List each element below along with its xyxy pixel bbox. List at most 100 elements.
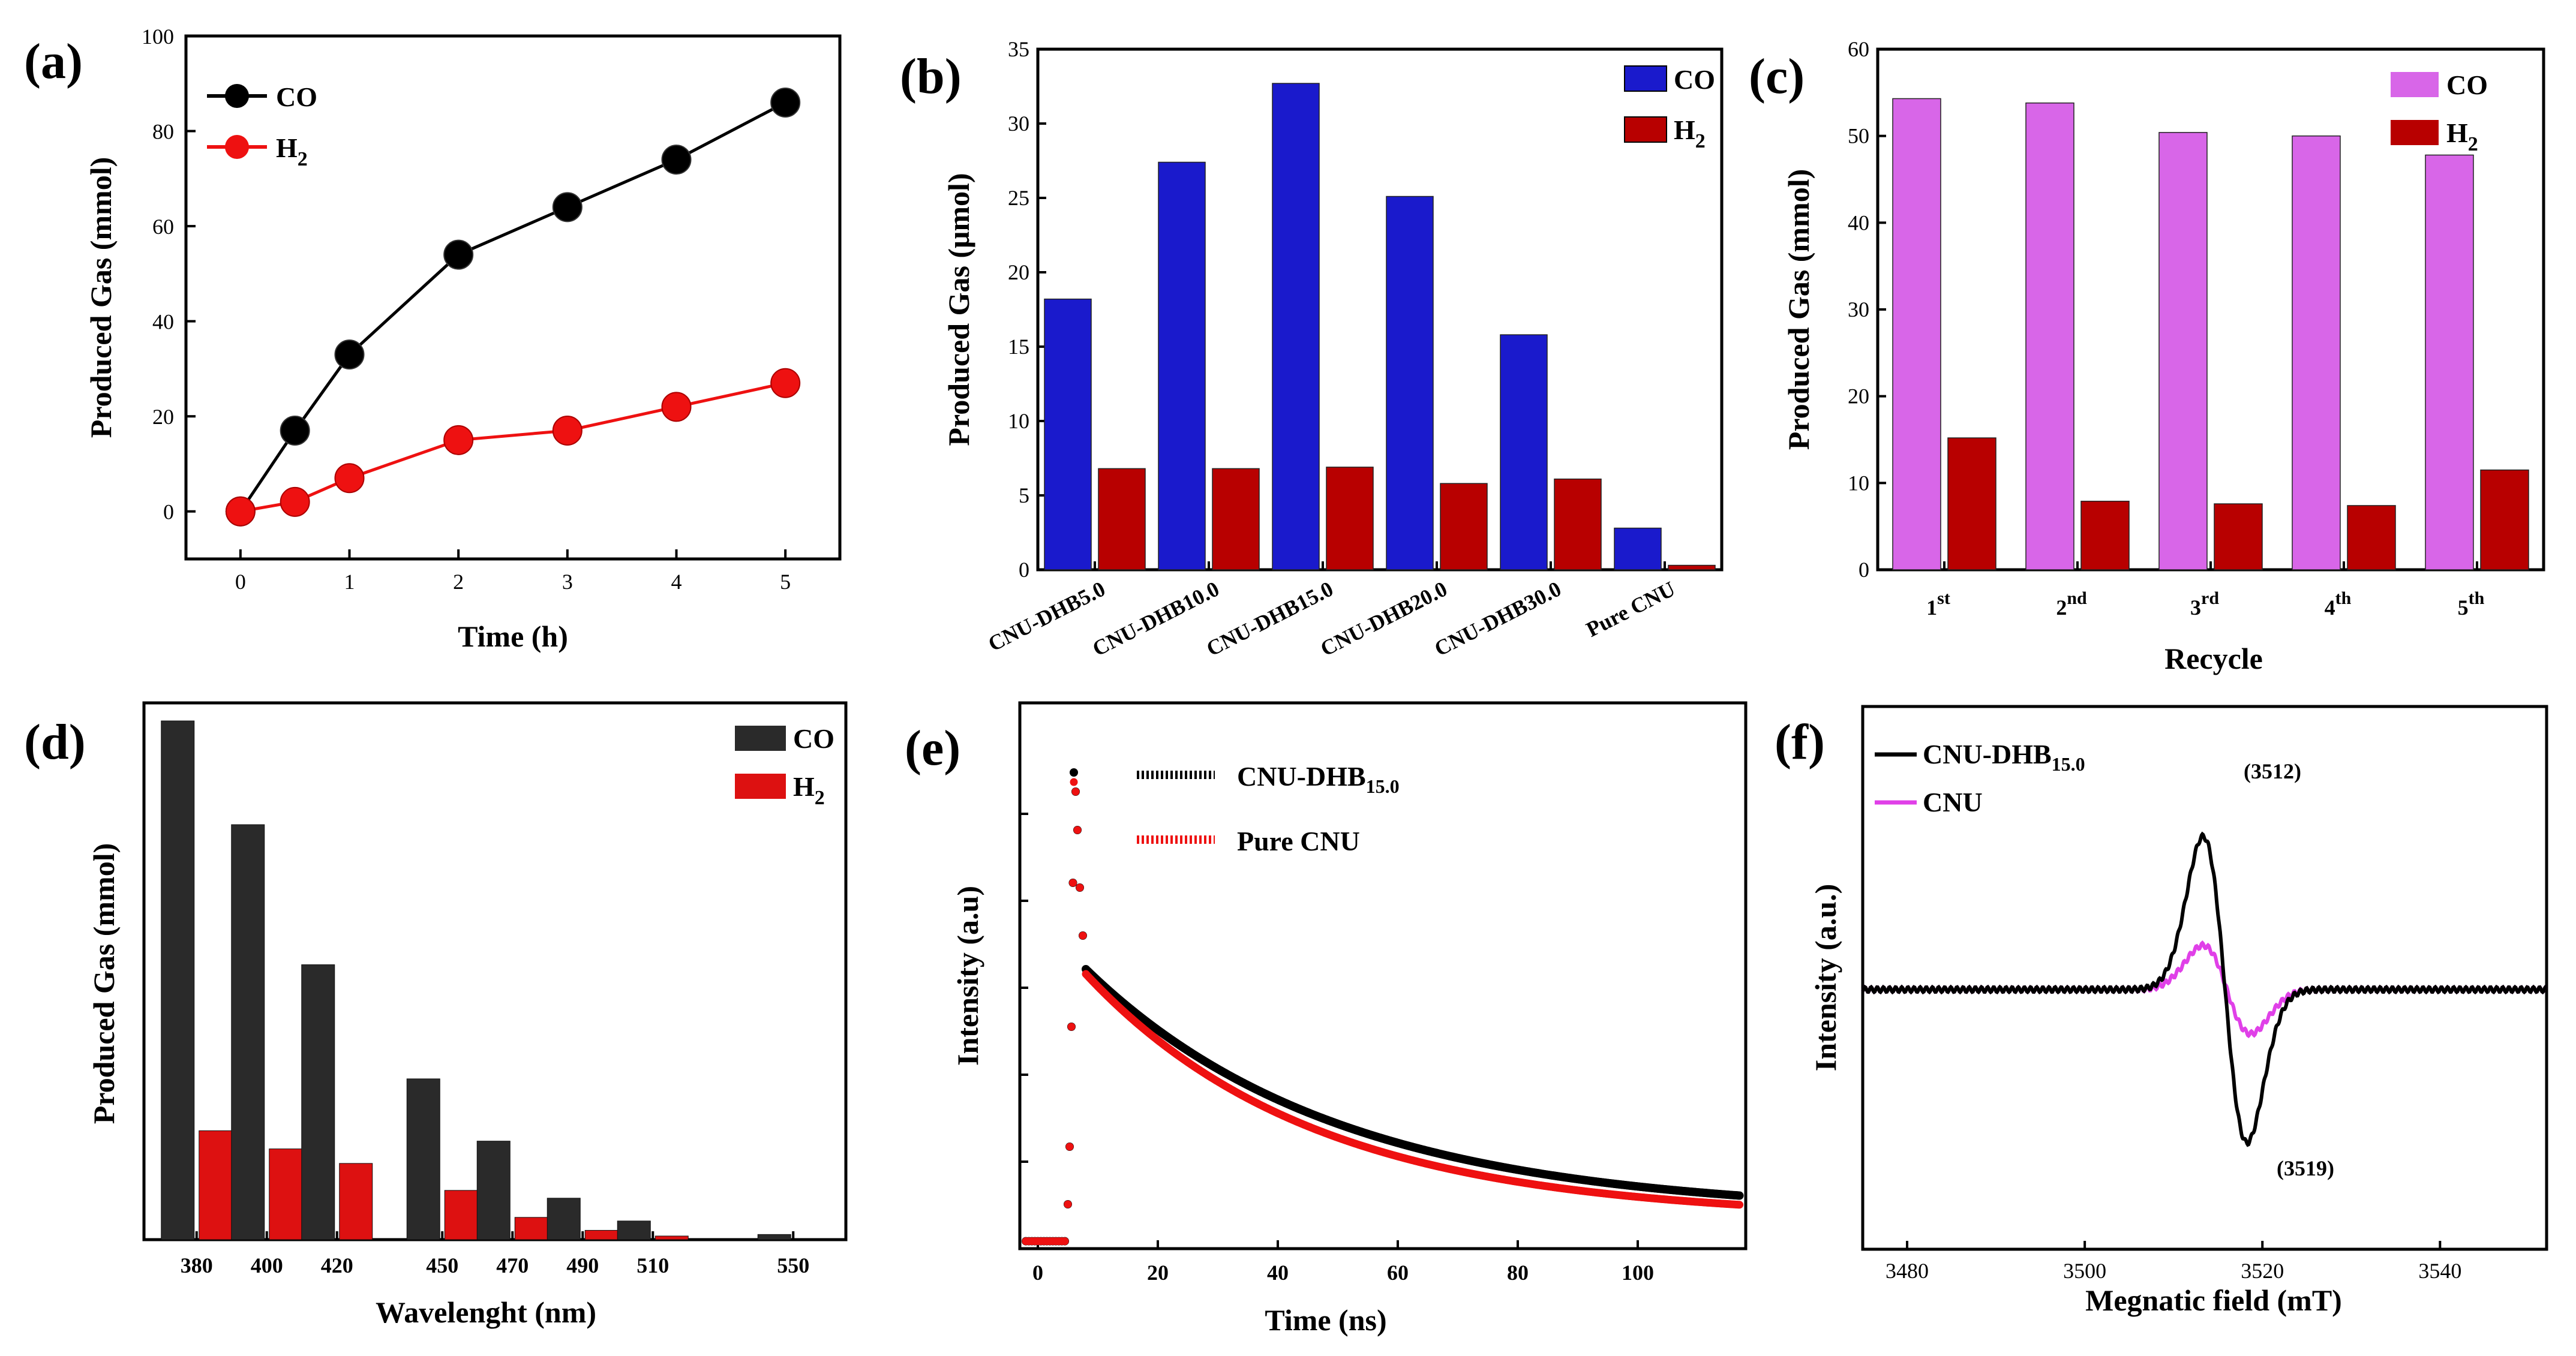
y-tick-label: 60 <box>1848 37 1869 61</box>
x-tick-label: 2 <box>453 570 464 594</box>
panel-d-ylabel: Produced Gas (mmol) <box>87 843 121 1124</box>
data-point <box>280 486 310 517</box>
panel-c: (c) 0 10 20 30 40 50 60 1st 2nd 3rd 4th 5th CO H2 R… <box>1749 37 2545 675</box>
y-tick-label: 15 <box>1008 335 1029 359</box>
y-tick-label: 0 <box>163 500 174 524</box>
bar-co <box>476 1141 511 1240</box>
bar-co <box>406 1078 440 1240</box>
x-tick-label: 40 <box>1267 1261 1289 1285</box>
legend-co-marker <box>225 84 249 108</box>
y-tick-label: 10 <box>1008 409 1029 433</box>
bar-h2 <box>2480 469 2529 570</box>
data-point <box>443 239 474 270</box>
data-point-pure-cnu <box>1061 1237 1069 1246</box>
bar-h2 <box>1947 437 1996 570</box>
panel-f-xlabel: Megnatic field (mT) <box>2085 1283 2342 1317</box>
panel-a-frame <box>184 34 842 561</box>
legend-co-swatch <box>735 726 786 751</box>
y-tick-label: 50 <box>1848 124 1869 148</box>
panel-d-ticks: 380 400 420 450 470 490 510 550 <box>181 1231 809 1277</box>
legend-h2-swatch <box>1624 116 1667 143</box>
data-point <box>770 368 801 398</box>
bar-co <box>1158 161 1206 570</box>
y-tick-label: 20 <box>152 405 174 429</box>
panel-b-label: (b) <box>900 49 962 104</box>
data-point-cnu-dhb <box>1735 1191 1744 1200</box>
legend-h2-label: H2 <box>2446 118 2478 155</box>
bar-h2 <box>2214 503 2263 570</box>
bar-h2 <box>1554 478 1602 570</box>
series-line <box>240 381 786 513</box>
x-tick-label: 80 <box>1507 1261 1529 1285</box>
data-point <box>334 463 365 494</box>
panel-f-ticks: 3480 3500 3520 3540 <box>1886 1241 2461 1283</box>
panel-e-ticks: 0 20 40 60 80 100 <box>1020 813 1654 1285</box>
panel-a-series <box>225 87 801 527</box>
y-tick-label: 30 <box>1848 297 1869 321</box>
data-point-pure-cnu <box>1067 1023 1076 1031</box>
panel-c-xlabel: Recycle <box>2164 642 2263 675</box>
legend-cnu-dhb-label: CNU-DHB15.0 <box>1923 739 2085 775</box>
bar-co <box>2292 135 2341 570</box>
panel-f-ylabel: Intensity (a.u.) <box>1809 884 1842 1072</box>
data-point-pure-cnu <box>1736 1201 1744 1209</box>
bar-co <box>1614 527 1662 570</box>
panel-d-bars <box>161 720 791 1240</box>
y-tick-label: 20 <box>1008 260 1029 284</box>
bar-co <box>301 964 335 1240</box>
x-tick-label: 1st <box>1926 588 1950 620</box>
panel-b-bars <box>1044 83 1716 570</box>
panel-a-legend: CO H2 <box>207 82 317 170</box>
panel-b: (b) 05101520253035CNU-DHB5.0CNU-DHB10.0C… <box>900 37 1724 661</box>
series-line <box>239 101 786 513</box>
x-tick-label: 5th <box>2458 588 2485 620</box>
x-tick-label: 2nd <box>2056 588 2087 620</box>
panel-e-legend: CNU-DHB15.0 Pure CNU <box>1137 761 1400 856</box>
bar-h2 <box>1098 468 1146 570</box>
x-tick-label: 510 <box>637 1253 669 1277</box>
bar-co <box>2158 132 2208 570</box>
panel-c-legend: CO H2 <box>2391 70 2488 155</box>
bar-h2 <box>199 1130 233 1240</box>
x-tick-label: 20 <box>1147 1261 1169 1285</box>
data-point-pure-cnu <box>1079 931 1087 940</box>
panel-c-ticks: 0 10 20 30 40 50 60 1st 2nd 3rd 4th 5th <box>1848 37 2485 620</box>
data-point <box>443 425 474 455</box>
panel-a: (a) 0 1 2 3 4 5 0 20 40 60 80 100 CO H2 Time (h) Pr… <box>24 25 842 653</box>
bar-h2 <box>584 1229 619 1240</box>
x-tick-label: 100 <box>1622 1261 1654 1285</box>
data-point <box>661 392 692 422</box>
bar-co <box>1386 196 1434 570</box>
y-tick-label: 5 <box>1019 483 1029 507</box>
epr-curve-cnu-dhb <box>1861 831 2547 1147</box>
panel-c-bars <box>1892 98 2529 570</box>
x-tick-label: CNU-DHB20.0 <box>1317 576 1451 661</box>
x-tick-label: 490 <box>566 1253 599 1277</box>
legend-co-swatch <box>1624 65 1667 92</box>
x-tick-label: 3520 <box>2241 1259 2284 1283</box>
panel-e-xlabel: Time (ns) <box>1265 1303 1386 1337</box>
x-tick-label: 60 <box>1387 1261 1409 1285</box>
bar-h2 <box>1668 564 1716 570</box>
panel-f: (f) 3480 3500 3520 3540 (3512) (3519) CNU-DH… <box>1775 705 2548 1317</box>
annotation-trough: (3519) <box>2277 1156 2334 1180</box>
panel-f-series: (3512) (3519) <box>1861 759 2547 1180</box>
legend-co-label: CO <box>276 82 317 112</box>
legend-h2-label: H2 <box>1674 115 1706 152</box>
bar-co <box>1500 334 1548 570</box>
data-point-pure-cnu <box>1069 879 1077 887</box>
data-point-pure-cnu <box>1073 826 1082 834</box>
panel-c-label: (c) <box>1749 49 1805 104</box>
x-tick-label: 3rd <box>2190 588 2219 620</box>
bar-h2 <box>339 1163 373 1240</box>
y-tick-label: 25 <box>1008 186 1029 210</box>
panel-e: (e) 0 20 40 60 80 100 CNU-DHB15.0 Pure CNU Ti… <box>905 701 1748 1337</box>
data-point-pure-cnu <box>1070 778 1078 786</box>
bar-co <box>2425 154 2474 570</box>
bar-h2 <box>444 1190 478 1240</box>
bar-h2 <box>2080 500 2130 570</box>
panel-d: (d) 380 400 420 450 470 490 510 550 CO H2 Wavel… <box>24 701 848 1329</box>
x-tick-label: 0 <box>235 570 246 594</box>
bar-co <box>1044 298 1092 570</box>
data-point <box>552 192 583 223</box>
